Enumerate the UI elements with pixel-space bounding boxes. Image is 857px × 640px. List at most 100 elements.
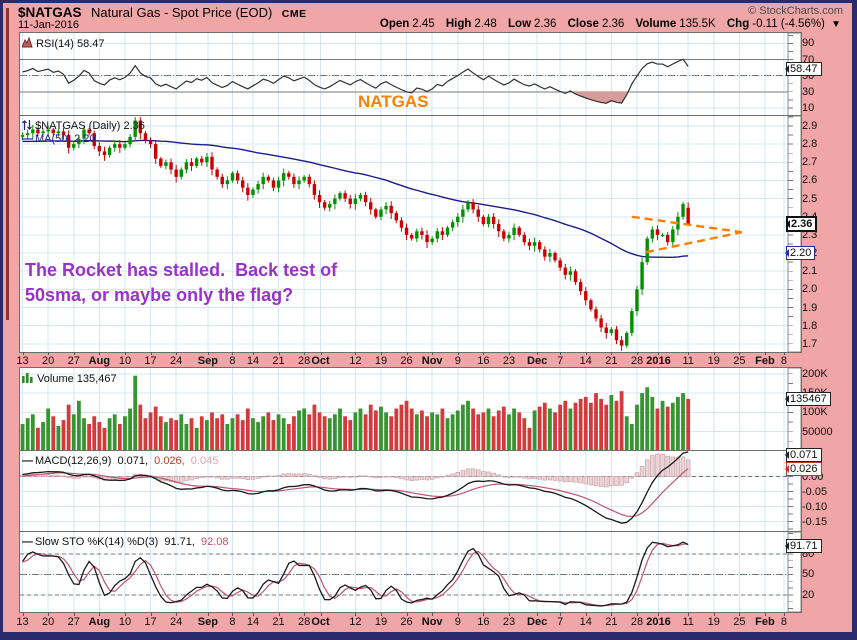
rsi-panel[interactable] [19, 32, 802, 117]
annotation-note-line1: The Rocket has stalled. Back test of [25, 260, 338, 280]
date-axis-mid-label: 13 [16, 355, 29, 367]
date-axis-bottom-label: 25 [733, 616, 746, 628]
low-label: Low [508, 18, 532, 30]
date-tick [783, 352, 785, 355]
date-tick [320, 352, 322, 355]
date-axis-bottom-label: Oct [311, 616, 330, 628]
date-axis-mid-label: Sep [197, 355, 218, 367]
sto-legend[interactable]: — Slow STO %K(14) %D(3) 91.71, 92.08 [22, 536, 229, 548]
pennant-annotation [631, 215, 743, 254]
macd-value-3: 0.045 [190, 455, 219, 467]
copyright[interactable]: © StockCharts.com [748, 5, 843, 17]
date-axis-bottom-label: 2016 [646, 616, 671, 628]
rsi-axis-label: 90 [802, 37, 815, 50]
ma50-legend-label: MA(50) 2.20 [35, 133, 96, 145]
date-axis-mid-label: Feb [755, 355, 775, 367]
date-tick [406, 613, 408, 616]
date-tick [713, 613, 715, 616]
date-tick [304, 352, 306, 355]
price-legend[interactable]: $NATGAS (Daily) 2.36 [22, 119, 145, 132]
date-axis-bottom-label: 10 [118, 616, 132, 628]
date-tick [73, 352, 75, 355]
date-axis-bottom-label: 12 [349, 616, 362, 628]
date-tick [252, 352, 254, 355]
date-tick [483, 352, 485, 355]
candlestick-icon [22, 120, 32, 130]
volume-axis-label: 100K [802, 406, 828, 419]
low-value: 2.36 [534, 18, 557, 30]
price-axis-label: 2.1 [802, 265, 818, 278]
date-tick [99, 613, 101, 616]
date-tick [739, 352, 741, 355]
date-axis-bottom-label: 17 [144, 616, 157, 628]
date-tick [278, 613, 280, 616]
price-axis-label: 1.9 [802, 301, 818, 314]
date-tick [537, 613, 539, 616]
rsi-legend[interactable]: RSI(14) 58.47 [21, 36, 105, 50]
date-axis-mid-label: 7 [557, 355, 564, 367]
rsi-legend-label: RSI(14) 58.47 [36, 38, 105, 50]
ma50-legend[interactable]: — MA(50) 2.20 [22, 133, 96, 145]
close-label: Close [567, 18, 599, 30]
close-value: 2.36 [601, 18, 625, 30]
date-axis-bottom-label: Nov [421, 616, 443, 628]
date-axis-bottom-label: 13 [16, 616, 29, 628]
macd-value-callout: 0.026 [785, 461, 822, 476]
axis-ruler [787, 368, 801, 451]
date-axis-mid-label: 27 [67, 355, 80, 367]
volume-legend[interactable]: Volume 135,467 [22, 372, 117, 385]
price-axis-label: 1.8 [802, 319, 818, 332]
date-axis-mid-label: 28 [298, 355, 311, 367]
macd-plot [20, 451, 801, 532]
date-axis-bottom-label: 19 [374, 616, 388, 628]
date-axis-mid-label: 11 [682, 355, 694, 367]
macd-panel[interactable] [19, 450, 802, 533]
gridlines [20, 33, 788, 116]
date-tick [432, 613, 434, 616]
quote-line: Open 2.45 High 2.48 Low 2.36 Close 2.36 Volu… [380, 18, 841, 30]
date-tick [380, 352, 382, 355]
date-tick [48, 352, 50, 355]
date-axis-mid-label: 14 [579, 355, 592, 367]
ticker-symbol[interactable]: $NATGAS [18, 5, 82, 20]
chg-value: -0.11 (-4.56%) [752, 18, 825, 30]
date-axis-mid-label: 20 [42, 355, 55, 367]
price-value-callout: 2.36 [786, 216, 818, 232]
date-tick [636, 613, 638, 616]
date-tick [150, 352, 152, 355]
macd-line [22, 451, 689, 524]
price-axis-label: 2.7 [802, 156, 818, 169]
date-axis-bottom-label: 11 [682, 616, 694, 628]
price-axis-label: 2.9 [802, 119, 818, 132]
price-panel[interactable] [19, 115, 802, 353]
volume-axis-label: 50000 [802, 425, 833, 438]
chg-down-arrow-icon: ▼ [831, 19, 841, 30]
date-axis-mid-label: 21 [605, 355, 618, 367]
date-tick [560, 613, 562, 616]
date-tick [585, 613, 587, 616]
sto-legend-name: Slow STO %K(14) %D(3) [35, 536, 159, 548]
date-axis-mid-label: 8 [780, 355, 787, 367]
date-axis-bottom-label: 28 [630, 616, 644, 628]
volume-panel[interactable] [19, 367, 802, 452]
price-legend-label: $NATGAS (Daily) 2.36 [35, 120, 145, 132]
date-axis-mid-label: 19 [374, 355, 388, 367]
date-tick [611, 613, 613, 616]
date-tick [611, 352, 613, 355]
date-axis-mid-label: Aug [88, 355, 111, 367]
date-axis-bottom-label: 8 [780, 616, 787, 628]
date-tick [48, 613, 50, 616]
date-axis-mid-label: 28 [630, 355, 644, 367]
sto-value-2: 92.08 [201, 536, 229, 548]
high-label: High [445, 18, 472, 30]
rsi-axis-label: 10 [802, 101, 815, 114]
date-axis-bottom-label: 8 [229, 616, 236, 628]
price-axis-label: 1.7 [802, 337, 818, 350]
macd-legend[interactable]: — MACD(12,26,9) 0.071, 0.026, 0.045 [22, 455, 218, 467]
date-tick [636, 352, 638, 355]
date-tick [483, 613, 485, 616]
date-axis-bottom-label: 24 [170, 616, 183, 628]
date-tick [764, 613, 766, 616]
price-axis-label: 2.8 [802, 138, 818, 151]
